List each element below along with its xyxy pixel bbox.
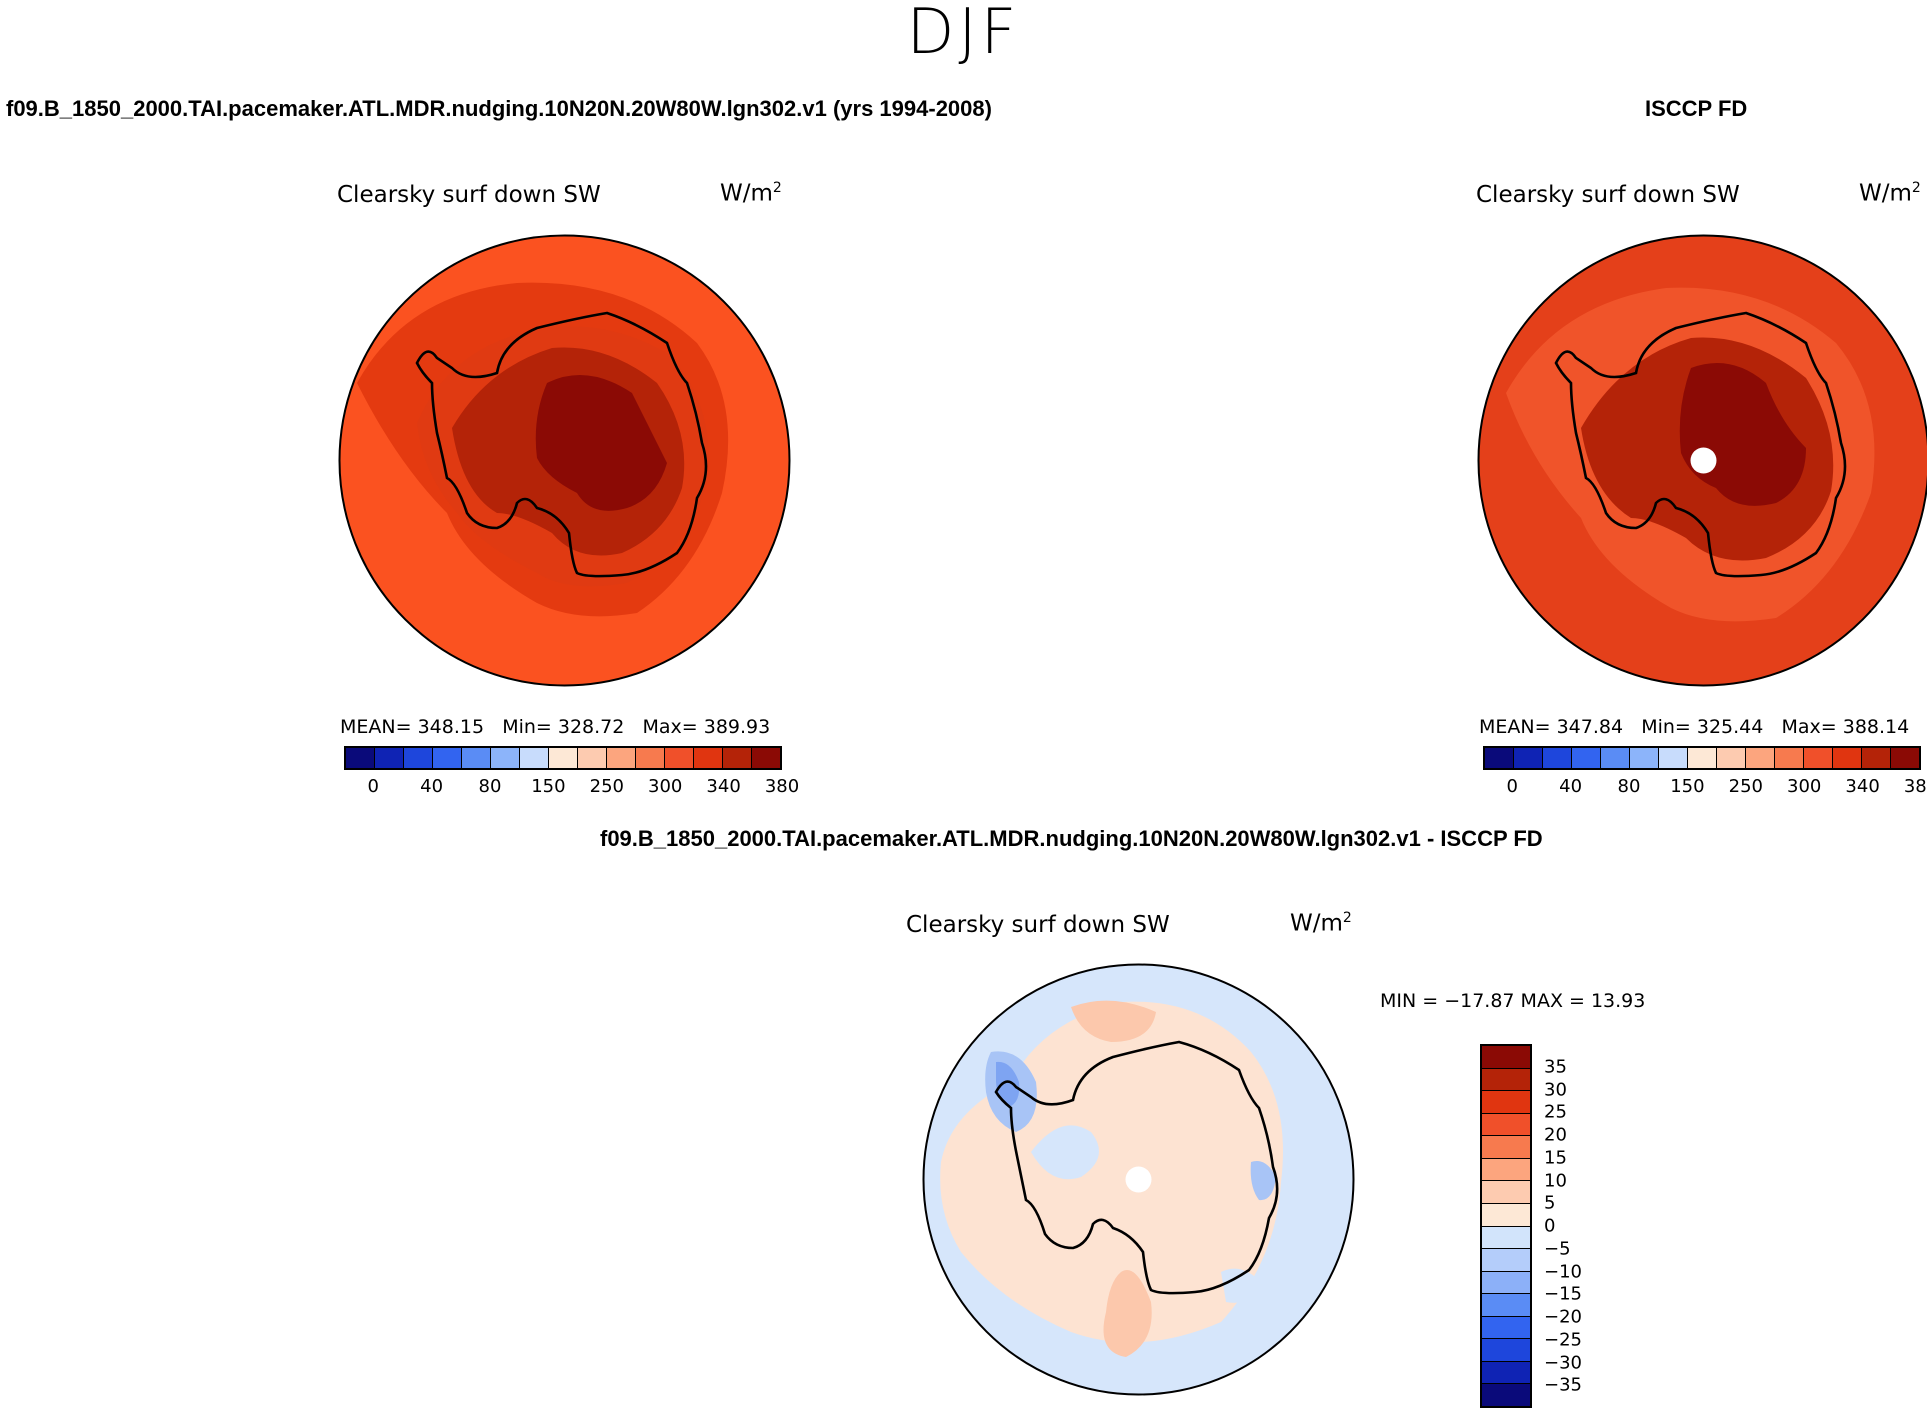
model-colorbar-swatch [694, 748, 723, 768]
obs-colorbar-swatch [1572, 748, 1601, 768]
obs-colorbar-swatch [1833, 748, 1862, 768]
diff-colorbar-label: −20 [1544, 1306, 1582, 1328]
obs-colorbar-label: 300 [1787, 776, 1822, 797]
obs-polar-map [1477, 234, 1927, 687]
obs-colorbar-label: 80 [1617, 776, 1641, 797]
obs-colorbar-swatch [1775, 748, 1804, 768]
diff-colorbar-label: 10 [1544, 1170, 1567, 1191]
diff-colorbar-label: −10 [1544, 1261, 1582, 1282]
diff-colorbar-swatch [1482, 1316, 1530, 1340]
obs-colorbar-swatch [1601, 748, 1630, 768]
diff-colorbar-swatch [1482, 1271, 1530, 1295]
obs-colorbar-swatch [1659, 748, 1688, 768]
model-colorbar-label: 250 [589, 776, 624, 797]
diff-colorbar-labels: 35 30 25 20 15 10 5 0 −5 −10 −15 −20 −25 −30 −35 [1544, 1044, 1604, 1408]
model-colorbar-swatch [549, 748, 578, 768]
diff-colorbar-swatch [1482, 1046, 1530, 1069]
diff-colorbar-swatch [1482, 1249, 1530, 1272]
diff-colorbar-swatch [1482, 1068, 1530, 1092]
obs-colorbar [1483, 746, 1921, 770]
diff-colorbar-swatch [1482, 1339, 1530, 1362]
obs-colorbar-label: 150 [1670, 776, 1705, 797]
diff-colorbar-label: −35 [1544, 1374, 1582, 1396]
diff-case-title: f09.B_1850_2000.TAI.pacemaker.ATL.MDR.nu… [600, 826, 1543, 851]
model-polar-map [338, 234, 791, 687]
obs-colorbar-swatch [1543, 748, 1572, 768]
diff-units: W/m2 [1290, 910, 1352, 937]
obs-colorbar-label: 340 [1845, 776, 1880, 797]
model-variable-title: Clearsky surf down SW [337, 182, 601, 208]
model-colorbar-swatch [404, 748, 433, 768]
obs-colorbar-labels: 0 40 80 150 250 300 340 380 [1483, 776, 1927, 800]
model-colorbar-swatch [375, 748, 404, 768]
obs-colorbar-swatch [1891, 748, 1919, 768]
diff-variable-title: Clearsky surf down SW [906, 912, 1170, 938]
diff-colorbar-label: 5 [1544, 1192, 1556, 1214]
model-colorbar-label: 380 [764, 776, 800, 797]
diff-colorbar [1480, 1044, 1532, 1408]
diff-colorbar-swatch [1482, 1294, 1530, 1317]
obs-colorbar-swatch [1485, 748, 1514, 768]
obs-colorbar-swatch [1804, 748, 1833, 768]
diff-colorbar-label: −30 [1544, 1352, 1582, 1373]
diff-colorbar-label: 35 [1544, 1056, 1567, 1078]
model-colorbar-label: 0 [367, 776, 379, 797]
model-colorbar-swatch [752, 748, 780, 768]
diff-colorbar-label: 25 [1544, 1101, 1567, 1123]
obs-colorbar-swatch [1717, 748, 1746, 768]
model-colorbar-label: 340 [706, 776, 741, 797]
model-colorbar-swatch [462, 748, 491, 768]
model-units: W/m2 [720, 180, 782, 207]
model-colorbar-swatch [723, 748, 752, 768]
diff-colorbar-swatch [1482, 1136, 1530, 1159]
obs-colorbar-label: 40 [1559, 776, 1583, 797]
model-colorbar-swatch [578, 748, 607, 768]
obs-colorbar-swatch [1514, 748, 1543, 768]
model-stats: MEAN= 348.15 Min= 328.72 Max= 389.93 [340, 716, 771, 738]
obs-case-title: ISCCP FD [1645, 96, 1748, 121]
obs-stats: MEAN= 347.84 Min= 325.44 Max= 388.14 [1479, 716, 1910, 738]
diff-colorbar-label: 15 [1544, 1147, 1567, 1169]
diff-colorbar-swatch [1482, 1113, 1530, 1137]
obs-colorbar-swatch [1630, 748, 1659, 768]
diff-colorbar-swatch [1482, 1203, 1530, 1227]
diff-colorbar-swatch [1482, 1384, 1530, 1406]
model-case-title: f09.B_1850_2000.TAI.pacemaker.ATL.MDR.nu… [6, 96, 992, 121]
model-colorbar-label: 300 [648, 776, 683, 797]
model-colorbar-swatch [665, 748, 694, 768]
diff-colorbar-label: −25 [1544, 1329, 1582, 1351]
diff-colorbar-label: −5 [1544, 1238, 1571, 1260]
model-colorbar-swatch [607, 748, 636, 768]
obs-colorbar-label: 250 [1728, 776, 1763, 797]
model-colorbar-label: 40 [420, 776, 444, 797]
model-colorbar [344, 746, 782, 770]
obs-colorbar-label: 0 [1506, 776, 1518, 797]
model-colorbar-label: 150 [531, 776, 566, 797]
model-colorbar-labels: 0 40 80 150 250 300 340 380 [344, 776, 799, 800]
obs-colorbar-swatch [1746, 748, 1775, 768]
model-colorbar-swatch [636, 748, 665, 768]
obs-colorbar-label: 380 [1903, 776, 1927, 797]
obs-units: W/m2 [1859, 180, 1921, 207]
model-colorbar-label: 80 [478, 776, 502, 797]
obs-colorbar-swatch [1862, 748, 1891, 768]
season-title: DJF [906, 0, 1021, 68]
diff-colorbar-label: 0 [1544, 1215, 1556, 1237]
obs-colorbar-swatch [1688, 748, 1717, 768]
diff-colorbar-label: 30 [1544, 1079, 1567, 1100]
diff-colorbar-swatch [1482, 1181, 1530, 1204]
diff-colorbar-swatch [1482, 1226, 1530, 1250]
obs-variable-title: Clearsky surf down SW [1476, 182, 1740, 208]
diff-minmax: MIN = −17.87 MAX = 13.93 [1380, 990, 1646, 1012]
model-colorbar-swatch [346, 748, 375, 768]
diff-colorbar-swatch [1482, 1158, 1530, 1182]
model-colorbar-swatch [491, 748, 520, 768]
diff-colorbar-swatch [1482, 1361, 1530, 1385]
model-colorbar-swatch [433, 748, 462, 768]
diff-colorbar-label: −15 [1544, 1283, 1582, 1305]
model-colorbar-swatch [520, 748, 549, 768]
diff-polar-map [922, 963, 1355, 1396]
diff-colorbar-swatch [1482, 1091, 1530, 1114]
diff-colorbar-label: 20 [1544, 1124, 1567, 1146]
